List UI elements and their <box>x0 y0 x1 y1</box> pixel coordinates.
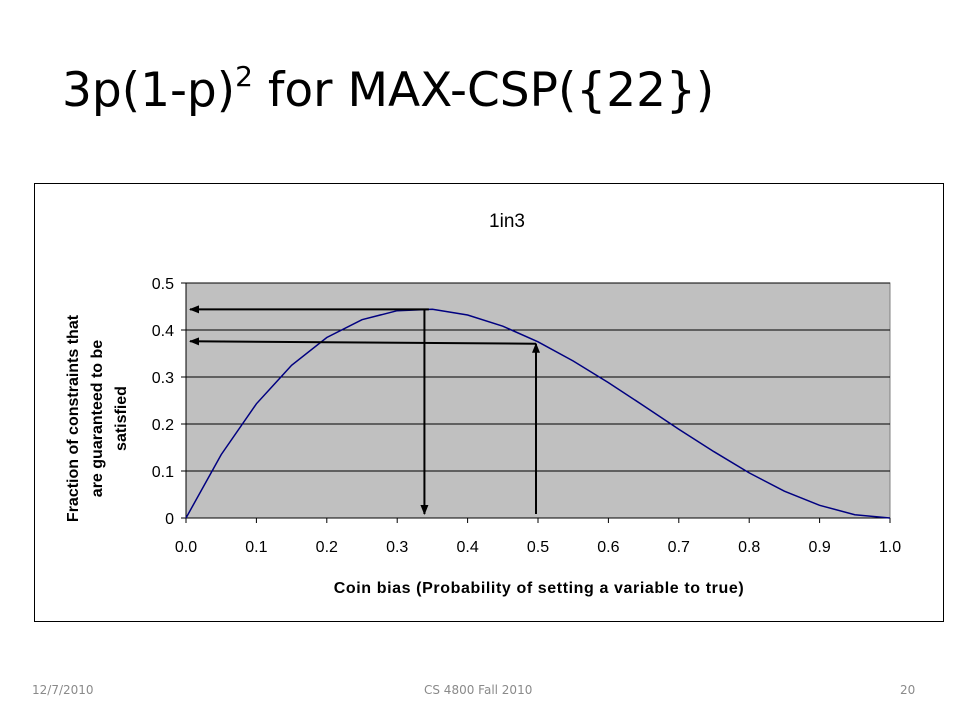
title-rest: for MAX-CSP({22}) <box>252 63 715 118</box>
x-tick-label: 0.7 <box>668 539 690 556</box>
x-tick-label: 0.6 <box>597 539 619 556</box>
footer-date: 12/7/2010 <box>32 683 94 697</box>
x-tick-label: 0.3 <box>386 539 408 556</box>
arrow-to-y-axis-half <box>189 337 537 346</box>
y-axis-label-line: are guaranteed to be <box>89 340 106 497</box>
chart-title: 1in3 <box>489 211 525 232</box>
series-line-1in3 <box>185 308 891 519</box>
x-tick-label: 0.1 <box>245 539 267 556</box>
y-tick-label: 0.2 <box>152 417 174 434</box>
x-axis-label: Coin bias (Probability of setting a vari… <box>334 580 745 597</box>
y-axis-label-line: satisfied <box>113 386 130 451</box>
y-tick-label: 0 <box>165 511 174 528</box>
y-tick-label: 0.4 <box>152 323 174 340</box>
y-axis-label-line: Fraction of constraints that <box>65 314 82 522</box>
plot-area <box>185 282 891 519</box>
line-chart: 00.10.20.30.40.5 0.0 0.1 0.2 0.3 0.4 0.5 0.6 0.… <box>65 211 901 597</box>
x-tick-label: 0.2 <box>316 539 338 556</box>
y-tick-label: 0.1 <box>152 464 174 481</box>
y-axis-label: Fraction of constraints that are guarante… <box>65 314 130 522</box>
x-tick-label: 0.0 <box>175 539 197 556</box>
title-superscript: 2 <box>235 60 253 93</box>
grid-lines <box>186 282 890 472</box>
x-tick-label: 0.9 <box>808 539 830 556</box>
footer-course: CS 4800 Fall 2010 <box>424 683 533 697</box>
x-tick-label: 0.8 <box>738 539 760 556</box>
x-tick-label: 1.0 <box>879 539 901 556</box>
chart-frame: 0 0.1 0.2 0.3 0.4 0.5 0.0 0.1 0.2 0.3 0.4 0.5 0.6 0.… <box>34 183 944 622</box>
title-main: 3p(1-p) <box>62 63 236 118</box>
y-tick-labels: 0 0.1 0.2 0.3 0.4 0.5 <box>152 276 186 528</box>
y-tick-label: 0.5 <box>152 276 174 293</box>
slide-title: 3p(1-p)2 for MAX-CSP({22}) <box>62 60 714 118</box>
annotation-arrows <box>189 305 540 515</box>
x-tick-labels: 0.0 0.1 0.2 0.3 0.4 0.5 0.6 0.7 0.8 0.9 1.0 <box>175 518 901 556</box>
footer-page-number: 20 <box>900 683 916 697</box>
x-tick-label: 0.5 <box>527 539 549 556</box>
x-tick-label: 0.4 <box>456 539 478 556</box>
y-tick-label: 0.3 <box>152 370 174 387</box>
